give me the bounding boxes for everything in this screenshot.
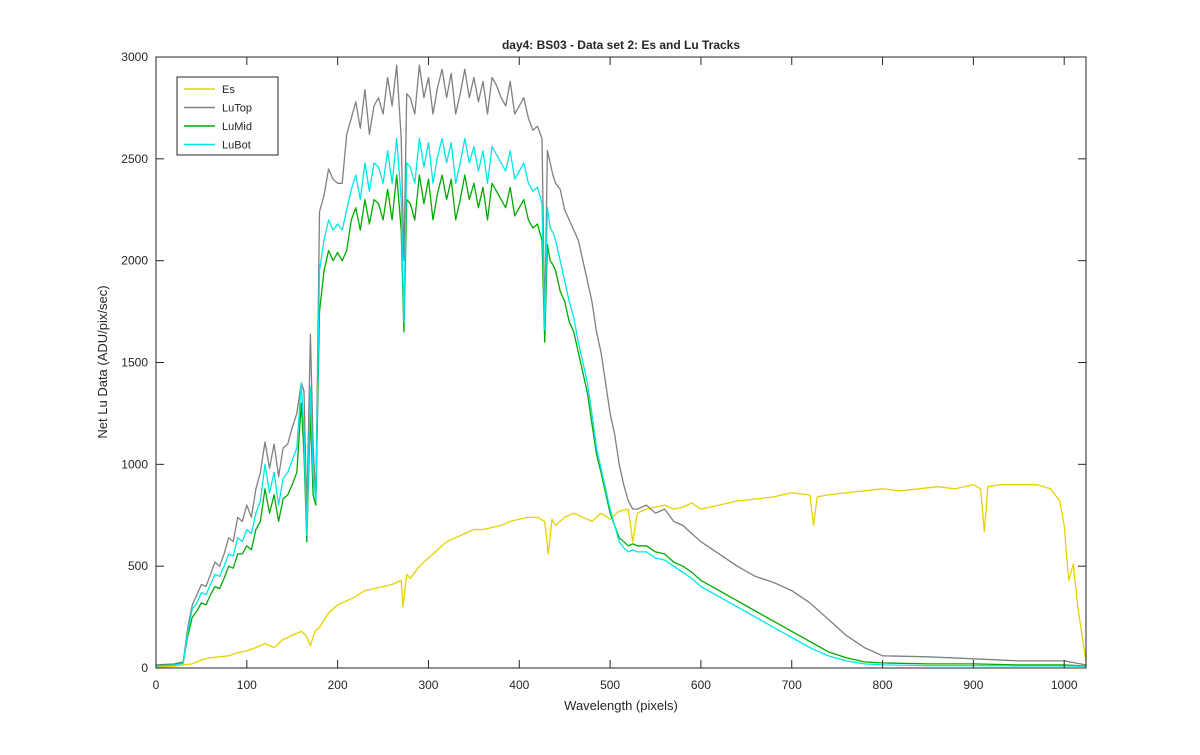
plot-area: [156, 57, 1086, 668]
x-tick-label: 700: [782, 678, 802, 692]
plot-frame: [155, 56, 1087, 669]
y-tick-label: 0: [141, 661, 148, 675]
y-tick-label: 2000: [121, 254, 148, 268]
y-tick-label: 3000: [121, 50, 148, 64]
series-line-es: [155, 484, 1087, 668]
x-tick-label: 400: [509, 678, 529, 692]
x-tick-label: 0: [153, 678, 160, 692]
legend-label-lubot: LuBot: [222, 140, 251, 152]
legend-box: [176, 76, 279, 156]
x-axis-label: Wavelength (pixels): [564, 698, 678, 713]
series-line-lubot: [155, 137, 1087, 668]
series-line-lumid: [155, 174, 1087, 667]
y-tick-label: 2500: [121, 152, 148, 166]
x-tick-label: 900: [963, 678, 983, 692]
x-tick-label: 600: [691, 678, 711, 692]
legend: Es LuTop LuMid LuBot: [176, 76, 279, 156]
series-layer: [155, 64, 1087, 668]
legend-label-es: Es: [222, 84, 235, 96]
series-line-lutop: [155, 64, 1087, 666]
y-tick-label: 1500: [121, 356, 148, 370]
legend-label-lutop: LuTop: [222, 103, 252, 115]
y-tick-label: 1000: [121, 457, 148, 471]
x-tick-label: 800: [873, 678, 893, 692]
chart-title: day4: BS03 - Data set 2: Es and Lu Track…: [502, 38, 740, 52]
x-tick-label: 300: [418, 678, 438, 692]
ticks-layer: 0 100 200 300 400 500 600 700 800 900 1000 0 500 1000…: [121, 50, 1086, 692]
x-tick-label: 1000: [1051, 678, 1078, 692]
y-axis-label: Net Lu Data (ADU/pix/sec): [95, 285, 110, 438]
x-tick-label: 100: [237, 678, 257, 692]
y-tick-label: 500: [128, 559, 148, 573]
x-tick-label: 200: [328, 678, 348, 692]
x-tick-label: 500: [600, 678, 620, 692]
legend-label-lumid: LuMid: [222, 121, 252, 133]
